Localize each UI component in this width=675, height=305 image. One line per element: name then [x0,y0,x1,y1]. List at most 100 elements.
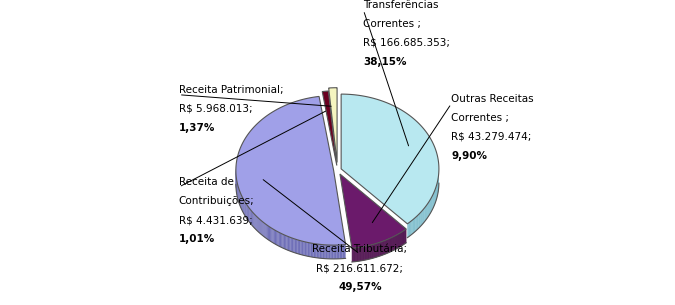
Polygon shape [292,238,294,252]
Text: 38,15%: 38,15% [363,57,407,67]
Polygon shape [280,233,281,247]
Polygon shape [312,243,314,257]
Polygon shape [409,222,410,236]
Polygon shape [299,240,300,254]
Polygon shape [306,242,308,256]
Polygon shape [333,245,335,259]
Polygon shape [338,245,340,259]
Polygon shape [330,245,332,259]
Polygon shape [236,96,346,245]
Polygon shape [418,214,419,228]
Text: R$ 4.431.639;: R$ 4.431.639; [179,215,252,225]
Polygon shape [253,212,254,227]
Polygon shape [294,239,295,253]
Polygon shape [286,236,288,250]
Text: Contribuições;: Contribuições; [179,196,254,206]
Polygon shape [284,235,285,249]
Text: R$ 166.685.353;: R$ 166.685.353; [363,38,450,48]
Polygon shape [254,214,255,229]
Polygon shape [410,221,411,236]
Polygon shape [327,245,329,259]
Polygon shape [321,245,323,258]
Polygon shape [314,243,315,257]
Polygon shape [324,245,326,259]
Polygon shape [336,245,338,259]
Polygon shape [247,206,248,220]
Polygon shape [335,245,336,259]
Polygon shape [320,244,321,258]
Text: 1,37%: 1,37% [179,123,215,133]
Polygon shape [285,235,286,249]
Polygon shape [340,245,341,259]
Polygon shape [261,221,263,235]
Polygon shape [256,216,257,231]
Polygon shape [267,225,268,239]
Polygon shape [326,245,327,259]
Polygon shape [288,236,289,251]
Polygon shape [251,210,252,225]
Text: R$ 43.279.474;: R$ 43.279.474; [452,131,532,142]
Polygon shape [411,221,412,235]
Polygon shape [271,228,273,242]
Text: Transferências: Transferências [363,0,439,10]
Polygon shape [420,212,421,227]
Polygon shape [296,239,298,254]
Polygon shape [252,211,253,226]
Polygon shape [290,238,292,252]
Polygon shape [250,210,251,224]
Polygon shape [310,243,312,257]
Polygon shape [268,226,269,240]
Polygon shape [341,245,342,259]
Polygon shape [277,231,279,246]
Polygon shape [302,241,303,255]
Polygon shape [249,207,250,222]
Polygon shape [289,237,290,251]
Polygon shape [344,245,346,259]
Polygon shape [295,239,296,253]
Polygon shape [303,242,304,256]
Polygon shape [270,227,271,242]
Polygon shape [417,215,418,230]
Polygon shape [281,233,282,248]
Text: Outras Receitas: Outras Receitas [452,94,534,104]
Polygon shape [322,91,337,166]
Polygon shape [273,229,275,244]
Polygon shape [276,231,277,245]
Polygon shape [248,206,249,221]
Polygon shape [300,241,302,255]
Polygon shape [323,245,324,259]
Polygon shape [317,244,318,258]
Polygon shape [329,245,330,259]
Text: Correntes ;: Correntes ; [452,113,510,123]
Polygon shape [414,217,416,232]
Polygon shape [408,223,409,237]
Polygon shape [309,243,311,257]
Polygon shape [265,224,267,239]
Text: 1,01%: 1,01% [179,234,215,244]
Polygon shape [298,240,299,254]
Polygon shape [341,94,439,224]
Polygon shape [342,245,344,259]
Text: R$ 5.968.013;: R$ 5.968.013; [179,104,252,114]
Polygon shape [246,204,247,219]
Polygon shape [263,222,265,237]
Polygon shape [416,216,417,231]
Text: 9,90%: 9,90% [452,151,487,160]
Polygon shape [308,242,309,257]
Text: Receita Tributária;: Receita Tributária; [313,244,408,254]
Polygon shape [269,226,270,241]
Polygon shape [340,174,406,248]
Polygon shape [332,245,333,259]
Polygon shape [257,217,259,232]
Polygon shape [413,219,414,233]
Polygon shape [259,219,261,234]
Text: Correntes ;: Correntes ; [363,19,421,29]
Polygon shape [329,88,337,163]
Polygon shape [419,213,420,228]
Polygon shape [315,244,317,258]
Text: 49,57%: 49,57% [338,282,382,292]
Polygon shape [275,230,276,245]
Polygon shape [318,244,320,258]
Text: Receita Patrimonial;: Receita Patrimonial; [179,85,284,95]
Polygon shape [304,242,306,256]
